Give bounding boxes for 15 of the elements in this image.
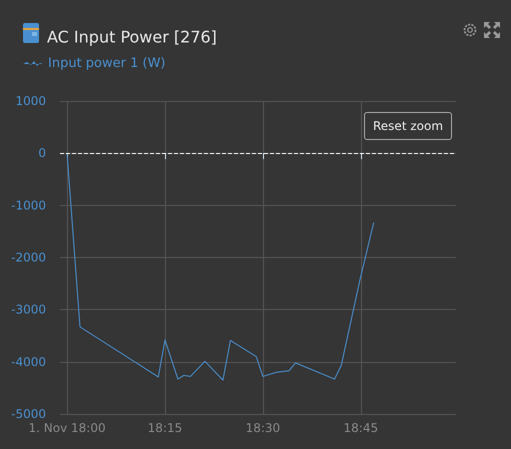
y-tick-label: -2000 [11, 250, 46, 264]
x-tick-label: 18:45 [344, 421, 378, 435]
reset-zoom-button: Reset zoom [364, 112, 452, 140]
legend-label: Input power 1 (W) [48, 56, 166, 71]
chart-title: AC Input Power [276] [47, 28, 217, 46]
line-series [66, 152, 374, 381]
y-tick-label: -5000 [11, 407, 46, 421]
y-tick-label: 0 [38, 146, 46, 160]
y-tick-label: -4000 [11, 354, 46, 369]
x-tick-label: 18:15 [148, 421, 182, 435]
x-tick-label: 1. Nov 18:00 [28, 421, 106, 435]
y-tick-label: 1000 [15, 94, 46, 108]
x-tick-label: 18:30 [246, 421, 280, 435]
y-tick-label: -1000 [11, 198, 46, 212]
y-tick-label: -3000 [11, 302, 46, 317]
